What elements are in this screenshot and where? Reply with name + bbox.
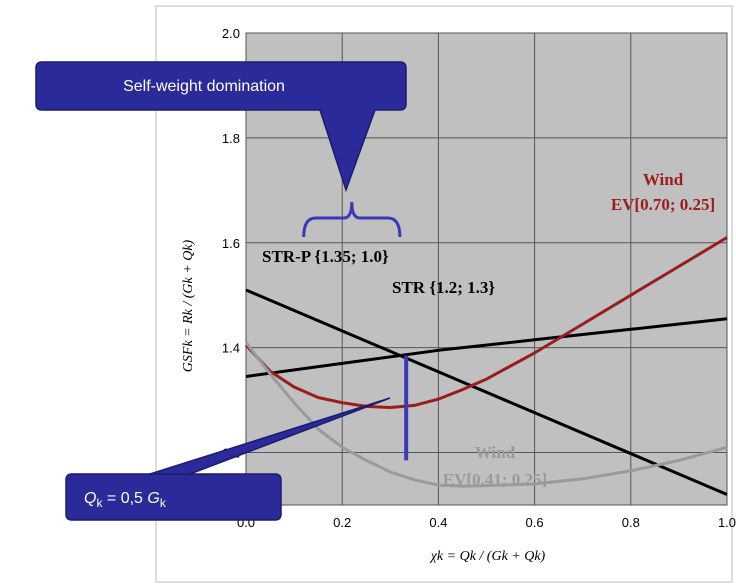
series-label-wind-gray-line2: EV[0.41; 0.25]: [443, 470, 547, 489]
y-tick-label: 1.6: [222, 236, 240, 251]
x-tick-label: 0.6: [526, 515, 544, 530]
y-tick-label: 2.0: [222, 26, 240, 41]
y-tick-label: 1.4: [222, 341, 240, 356]
qk-callout: Qk = 0,5 Gk: [65, 397, 391, 521]
x-tick-label: 0.4: [429, 515, 447, 530]
series-line-3: [244, 341, 728, 488]
self-weight-callout: Self-weight domination: [35, 61, 407, 193]
qk-callout-text: Qk = 0,5 Gk: [84, 490, 167, 510]
series-label-wind-red-line2: EV[0.70; 0.25]: [611, 195, 715, 214]
series-label-str: STR {1.2; 1.3}: [392, 278, 495, 297]
y-axis-label: GSFk = Rk / (Gk + Qk): [181, 239, 196, 372]
x-tick-label: 0.8: [622, 515, 640, 530]
series-lines: [244, 236, 728, 496]
self-weight-callout-text: Self-weight domination: [123, 78, 285, 95]
self-weight-brace: [302, 201, 402, 238]
series-label-str-p: STR-P {1.35; 1.0}: [262, 247, 389, 266]
y-tick-label: 1.8: [222, 131, 240, 146]
x-tick-label: 1.0: [718, 515, 736, 530]
series-line-2: [244, 236, 728, 409]
series-line-0: [245, 288, 728, 496]
x-axis-label: χk = Qk / (Gk + Qk): [429, 549, 546, 564]
x-tick-labels: 0.0 0.2 0.4 0.6 0.8 1.0: [237, 515, 736, 530]
series-line-1: [245, 317, 728, 378]
y-tick-labels: 1.21.41.61.82.0: [222, 26, 240, 461]
x-tick-label: 0.2: [333, 515, 351, 530]
series-label-wind-red-line1: Wind: [643, 170, 684, 189]
grid: [245, 32, 728, 505]
series-label-wind-gray-line1: Wind: [475, 443, 516, 462]
chart-frame: [155, 5, 733, 583]
